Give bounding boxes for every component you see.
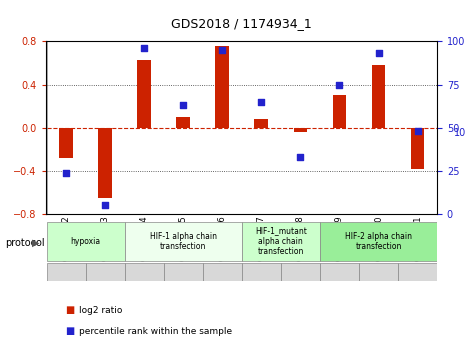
Point bbox=[375, 51, 382, 56]
Text: ▶: ▶ bbox=[32, 238, 40, 248]
Point bbox=[140, 46, 148, 51]
Bar bbox=[372, 65, 385, 128]
Text: ■: ■ bbox=[65, 306, 74, 315]
FancyBboxPatch shape bbox=[359, 263, 398, 281]
FancyBboxPatch shape bbox=[203, 263, 242, 281]
FancyBboxPatch shape bbox=[242, 263, 281, 281]
Bar bbox=[59, 128, 73, 158]
FancyBboxPatch shape bbox=[281, 263, 320, 281]
Point bbox=[219, 47, 226, 53]
FancyBboxPatch shape bbox=[320, 263, 359, 281]
Point bbox=[62, 170, 70, 175]
FancyBboxPatch shape bbox=[46, 221, 125, 262]
Bar bbox=[98, 128, 112, 198]
FancyBboxPatch shape bbox=[125, 263, 164, 281]
Bar bbox=[332, 95, 346, 128]
Point bbox=[179, 102, 187, 108]
Bar bbox=[293, 128, 307, 132]
Text: HIF-1 alpha chain
transfection: HIF-1 alpha chain transfection bbox=[150, 232, 217, 251]
Point bbox=[336, 82, 343, 87]
FancyBboxPatch shape bbox=[242, 221, 320, 262]
Text: log2 ratio: log2 ratio bbox=[79, 306, 122, 315]
FancyBboxPatch shape bbox=[398, 263, 437, 281]
Bar bbox=[215, 46, 229, 128]
FancyBboxPatch shape bbox=[125, 221, 242, 262]
Text: HIF-2 alpha chain
transfection: HIF-2 alpha chain transfection bbox=[345, 232, 412, 251]
FancyBboxPatch shape bbox=[164, 263, 203, 281]
Point bbox=[414, 128, 421, 134]
Point bbox=[297, 154, 304, 160]
Text: GDS2018 / 1174934_1: GDS2018 / 1174934_1 bbox=[172, 17, 312, 30]
Text: HIF-1_mutant
alpha chain
transfection: HIF-1_mutant alpha chain transfection bbox=[255, 227, 307, 256]
FancyBboxPatch shape bbox=[320, 221, 437, 262]
Bar bbox=[254, 119, 268, 128]
Bar bbox=[137, 60, 151, 128]
FancyBboxPatch shape bbox=[86, 263, 125, 281]
Text: protocol: protocol bbox=[5, 238, 44, 248]
Text: percentile rank within the sample: percentile rank within the sample bbox=[79, 327, 232, 336]
Bar bbox=[176, 117, 190, 128]
Bar bbox=[411, 128, 425, 169]
Text: hypoxia: hypoxia bbox=[71, 237, 100, 246]
Y-axis label: 100%: 100% bbox=[454, 128, 465, 138]
Point bbox=[101, 203, 109, 208]
Point bbox=[258, 99, 265, 105]
FancyBboxPatch shape bbox=[46, 263, 86, 281]
Text: ■: ■ bbox=[65, 326, 74, 336]
